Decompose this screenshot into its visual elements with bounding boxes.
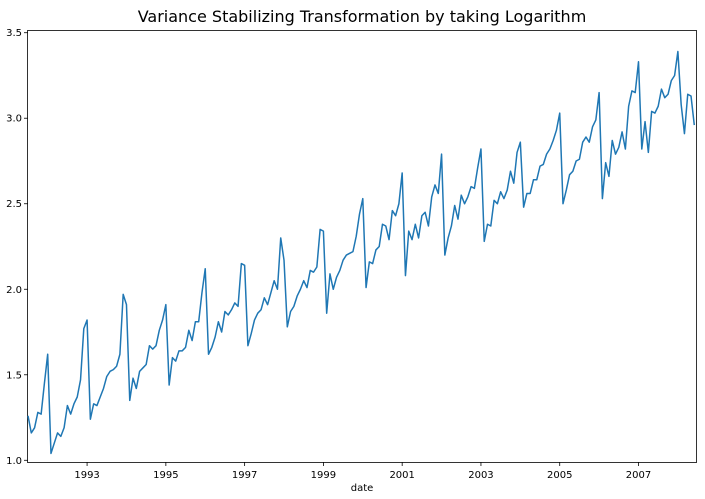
plot-area (27, 30, 697, 463)
series-line-value (27, 50, 696, 455)
x-tick-label: 2005 (547, 470, 572, 481)
x-tick-label: 2003 (468, 470, 493, 481)
x-tick-label: 1993 (74, 470, 99, 481)
x-tick-label: 1995 (153, 470, 178, 481)
y-axis: 1.0 1.5 2.0 2.5 3.0 3.5 (6, 28, 28, 467)
x-tick-label: 1999 (311, 470, 336, 481)
y-tick-label: 3.5 (6, 28, 22, 39)
y-tick-label: 2.0 (6, 285, 22, 296)
y-tick-label: 1.0 (6, 456, 22, 467)
x-tick-label: 1997 (232, 470, 257, 481)
y-tick-label: 3.0 (6, 114, 22, 125)
y-tick-label: 2.5 (6, 199, 22, 210)
y-tick-label: 1.5 (6, 370, 22, 381)
chart-title: Variance Stabilizing Transformation by t… (138, 7, 587, 26)
x-axis-label: date (351, 483, 374, 494)
x-tick-label: 2001 (389, 470, 414, 481)
x-axis: 1993 1995 1997 1999 2001 2003 2005 2007 (74, 462, 651, 481)
x-tick-label: 2007 (626, 470, 651, 481)
